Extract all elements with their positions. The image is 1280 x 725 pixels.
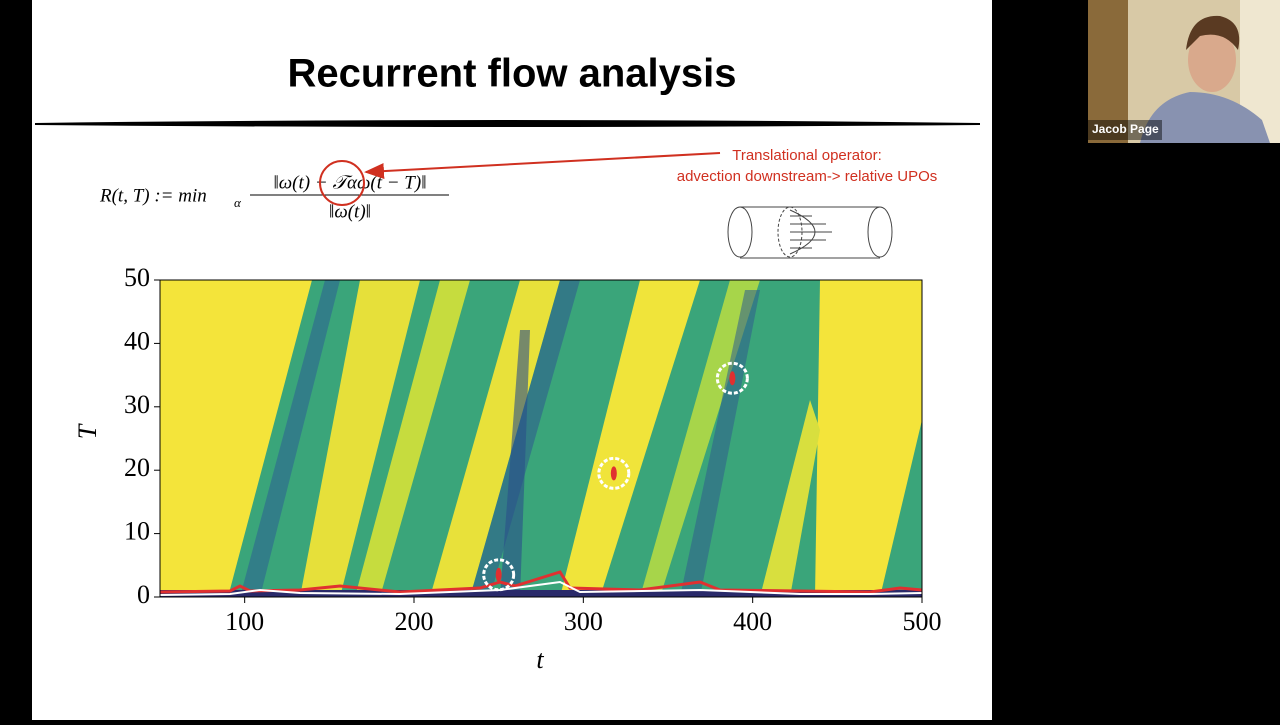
y-axis-label: T [73,423,102,439]
slide-title: Recurrent flow analysis [287,52,736,96]
recurrence-circle [597,456,631,490]
formula-denominator: ‖ω(t)‖ [329,201,371,222]
annotation-line: advection downstream-> relative UPOs [677,168,938,185]
annotation-arrow [364,152,721,180]
annotation-line: Translational operator: [732,147,882,164]
y-tick-label: 0 [137,580,150,609]
recurrence-circle [482,558,516,592]
x-tick-label: 400 [733,607,772,636]
recurrence-circle [715,361,749,395]
y-tick-label: 50 [124,263,150,292]
x-tick-label: 500 [903,607,942,636]
y-tick-label: 20 [124,453,150,482]
chart: 100 200 300 400 500 0 10 20 30 40 50 [124,263,942,636]
x-tick-label: 100 [225,607,264,636]
recurrence-point [729,371,736,386]
plot-frame [159,279,923,598]
x-tick-label: 200 [395,607,434,636]
recurrence-point [495,567,502,582]
x-tick-label: 300 [564,607,603,636]
title-rule [34,120,981,127]
highlight-circle [319,160,365,206]
formula-sub: α [234,195,242,210]
x-axis-label: t [536,645,544,674]
formula-lhs: R(t, T) := min [99,185,207,206]
participant-name: Jacob Page [1092,122,1159,136]
recurrence-point [610,466,617,481]
heatmap [160,280,922,597]
formula: R(t, T) := min α ‖ω(t) − 𝒯αω(t − T)‖ ‖ω(… [99,172,449,222]
y-tick-label: 40 [124,326,150,355]
y-tick-label: 10 [124,517,150,546]
pipe-diagram [727,206,893,259]
y-tick-label: 30 [124,390,150,419]
participant-video: Jacob Page [1088,0,1280,143]
formula-numerator: ‖ω(t) − 𝒯αω(t − T)‖ [273,172,426,193]
